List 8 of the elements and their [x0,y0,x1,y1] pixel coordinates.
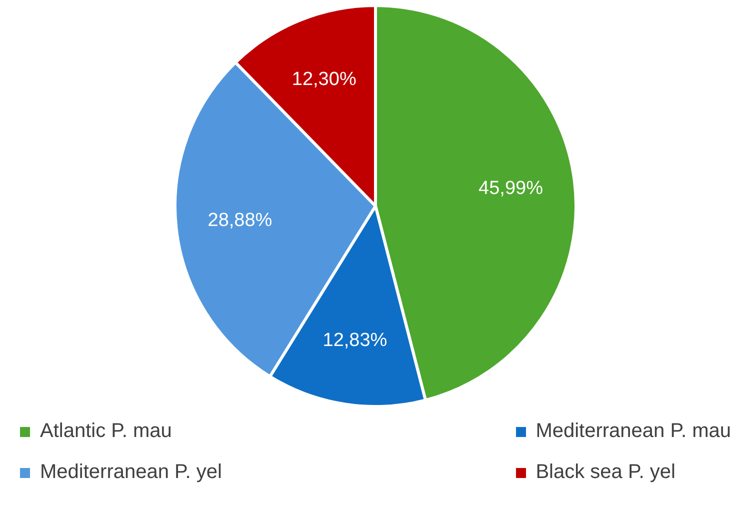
data-label: 45,99% [478,178,544,200]
legend-label: Atlantic P. mau [40,420,172,443]
data-label: 12,30% [292,68,356,90]
data-label: 28,88% [208,210,272,232]
legend-label: Mediterranean P. yel [40,461,222,484]
legend-label: Black sea P. yel [536,461,676,484]
legend-label: Mediterranean P. mau [536,420,731,443]
data-label: 12,83% [322,330,388,352]
